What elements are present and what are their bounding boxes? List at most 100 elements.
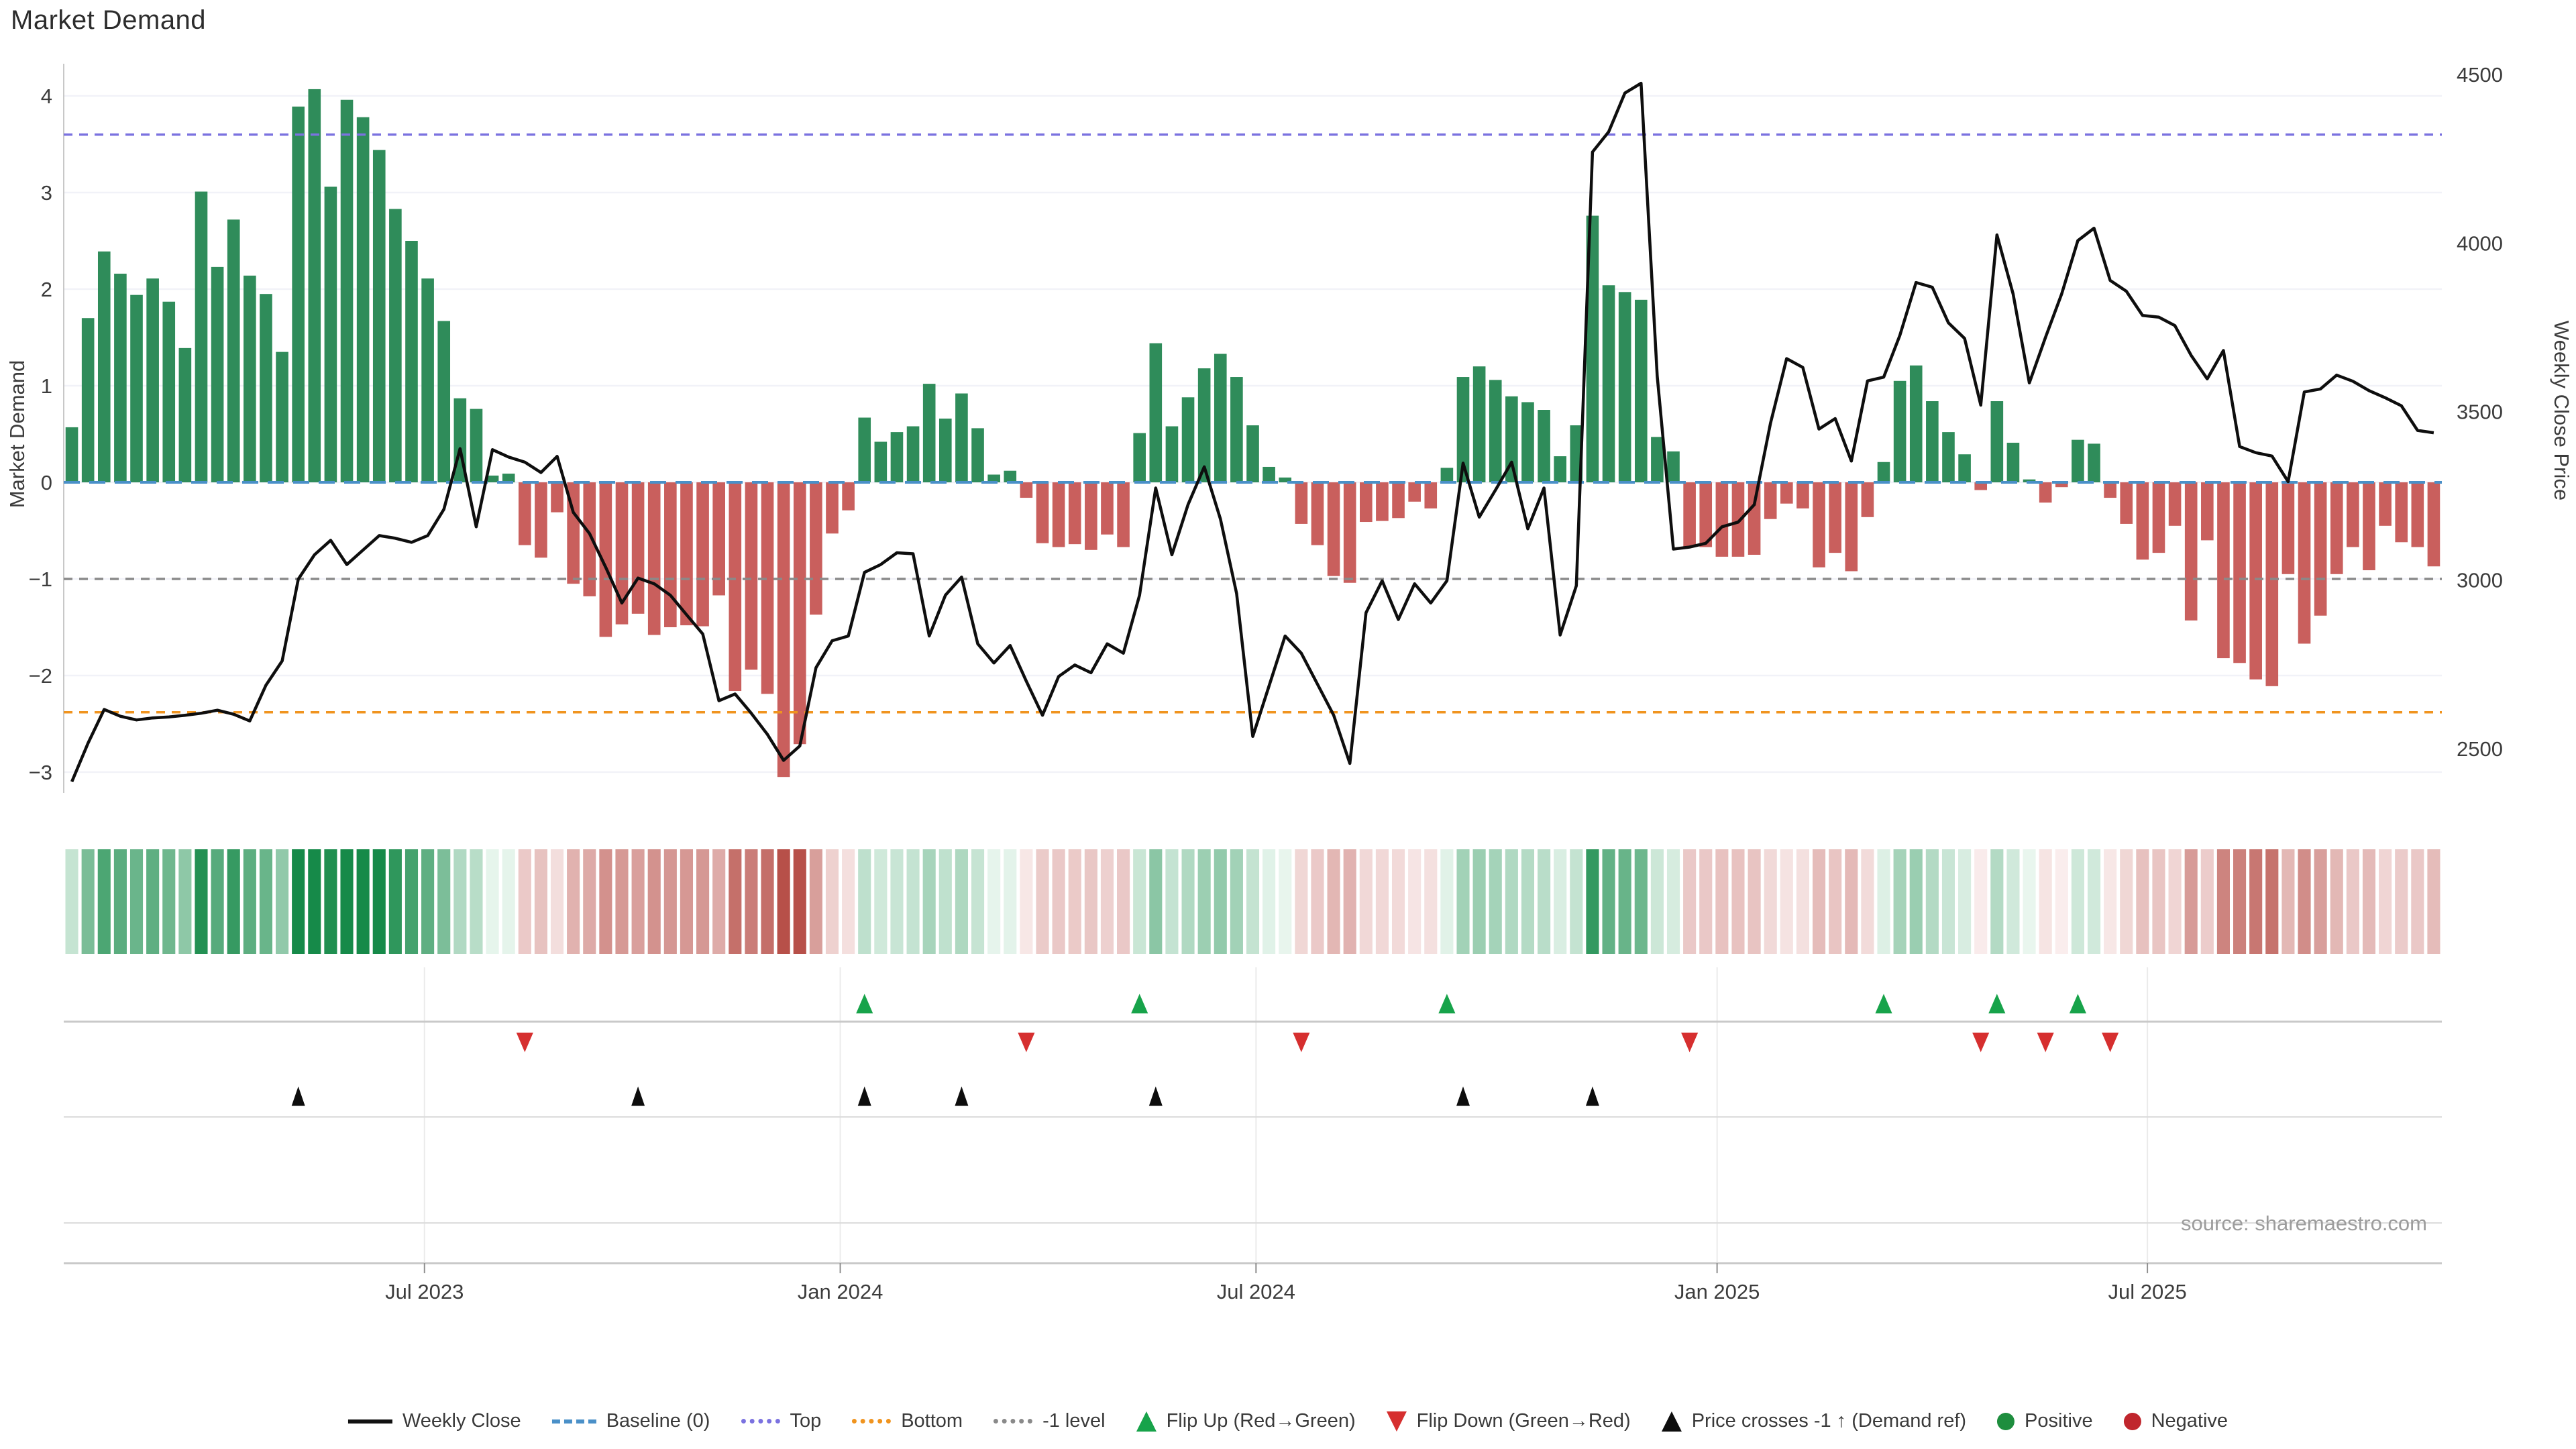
positive-demand-bar [1651,437,1664,482]
positive-demand-bar [1472,366,1486,482]
flip-down-marker [2102,1032,2119,1053]
positive-demand-bar [987,474,1000,482]
left-axis-label: Market Demand [5,360,29,508]
heat-cell [663,849,677,954]
heat-cell [1375,849,1389,954]
heat-cell [1941,849,1955,954]
heat-cell [2314,849,2327,954]
left-axis-tick: 0 [41,471,52,494]
flip-down-marker [1681,1032,1699,1053]
left-axis-tick: −2 [29,664,52,688]
left-axis-tick: 3 [41,181,52,205]
heat-cell [1036,849,1049,954]
negative-demand-bar [1085,482,1097,550]
heat-cell [1570,849,1583,954]
negative-demand-bar [1715,482,1729,557]
heat-cell [1327,849,1340,954]
left-axis-tick: −3 [29,761,52,784]
negative-demand-bar [551,482,564,513]
negative-demand-bar [729,482,742,692]
positive-demand-bar [1279,477,1292,482]
positive-demand-bar [292,106,305,483]
positive-demand-bar [324,186,337,482]
negative-demand-bar [1829,482,1841,553]
triangle-up-icon [1661,1411,1682,1432]
positive-demand-bar [372,150,386,482]
heat-cell [1715,849,1729,954]
heat-cell [1505,849,1518,954]
heat-cell [2362,849,2376,954]
negative-demand-bar [1748,482,1761,555]
heat-cell [65,849,78,954]
legend-label: Positive [2025,1410,2093,1432]
heat-cell [1731,849,1745,954]
heat-cell [1845,849,1858,954]
price-cross-marker [1585,1086,1599,1106]
positive-demand-bar [1958,454,1971,482]
price-cross-marker [291,1086,305,1106]
positive-demand-bar [1942,432,1955,482]
price-cross-marker [1148,1086,1163,1106]
positive-demand-bar [1586,215,1599,482]
positive-demand-bar [195,191,208,482]
positive-demand-bar [389,209,402,482]
positive-demand-bar [1877,462,1890,482]
positive-demand-bar [178,347,192,482]
left-axis-tick: 1 [41,374,52,398]
heat-cell [372,849,386,954]
heat-cell [2168,849,2182,954]
circle-swatch-icon [1997,1412,2015,1430]
heat-cell [162,849,176,954]
positive-demand-bar [1618,292,1631,482]
positive-demand-bar [1667,451,1680,482]
positive-demand-bar [1456,377,1470,482]
flip-down-marker [1972,1032,1990,1053]
line-swatch-icon [347,1419,392,1424]
positive-demand-bar [1909,365,1923,482]
left-axis-tick: −1 [29,568,52,591]
positive-demand-bar [114,273,127,482]
positive-demand-bar [2023,479,2036,482]
heat-cell [745,849,758,954]
negative-demand-bar [2265,482,2279,686]
flip-down-marker [2037,1032,2054,1053]
negative-demand-bar [2136,482,2149,560]
right-axis-tick: 2500 [2457,737,2503,761]
heat-cell [276,849,289,954]
flip-up-marker [2069,994,2086,1014]
negative-demand-bar [2411,482,2424,547]
heat-cell [1586,849,1599,954]
flip-down-marker [1018,1032,1035,1053]
legend-label: Baseline (0) [606,1410,710,1432]
heat-cell [2120,849,2133,954]
positive-demand-bar [874,441,888,482]
negative-demand-bar [1360,482,1373,523]
heat-cell [1780,849,1793,954]
positive-demand-bar [211,266,224,482]
heat-cell [550,849,564,954]
heat-cell [1181,849,1195,954]
positive-demand-bar [81,318,95,482]
positive-demand-bar [486,475,499,482]
heat-cell [680,849,694,954]
heat-cell [1764,849,1777,954]
heat-cell [1084,849,1097,954]
heat-cell [825,849,839,954]
heat-cell [129,849,144,954]
negative-demand-bar [1343,482,1356,583]
heat-cell [1100,849,1114,954]
heat-cell [292,849,305,954]
legend-label: Top [790,1410,822,1432]
heat-cell [1974,849,1988,954]
negative-demand-bar [826,482,839,534]
negative-demand-bar [615,482,629,625]
negative-demand-bar [2363,482,2375,571]
heat-cell [81,849,95,954]
heat-cell [2184,849,2198,954]
heat-cell [1020,849,1033,954]
legend-item: Price crosses -1 ↑ (Demand ref) [1661,1410,1966,1432]
positive-demand-bar [340,99,354,482]
heat-cell [2087,849,2101,954]
negative-demand-bar [1731,482,1745,557]
